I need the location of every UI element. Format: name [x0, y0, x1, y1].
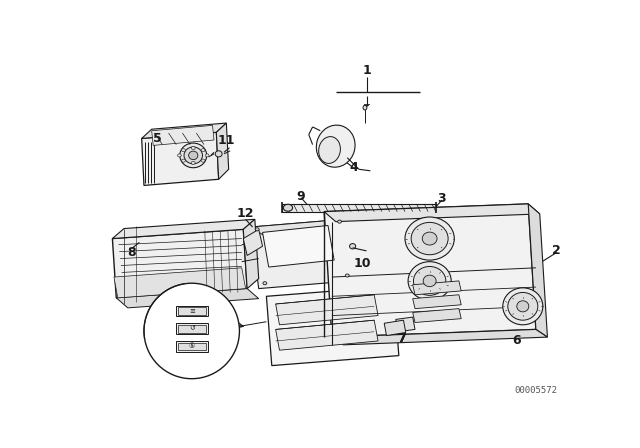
Text: 4: 4 [349, 161, 358, 174]
Polygon shape [262, 225, 334, 267]
Text: 6: 6 [513, 334, 521, 347]
Text: 3: 3 [438, 192, 446, 205]
Polygon shape [116, 289, 259, 308]
Ellipse shape [508, 293, 538, 320]
Ellipse shape [177, 154, 181, 157]
Ellipse shape [189, 151, 198, 159]
Polygon shape [324, 204, 536, 337]
Ellipse shape [503, 288, 543, 325]
Text: ↺: ↺ [189, 326, 195, 332]
Ellipse shape [408, 262, 451, 300]
Ellipse shape [346, 274, 349, 277]
Ellipse shape [215, 151, 222, 157]
Bar [178, 325, 205, 332]
Ellipse shape [255, 228, 259, 231]
Text: 5: 5 [153, 132, 161, 145]
Polygon shape [413, 281, 461, 295]
Polygon shape [251, 220, 355, 235]
Ellipse shape [316, 125, 355, 167]
Polygon shape [332, 329, 547, 345]
Polygon shape [113, 229, 247, 298]
Polygon shape [384, 320, 406, 336]
Ellipse shape [205, 154, 209, 157]
Ellipse shape [405, 217, 454, 260]
Ellipse shape [191, 161, 195, 164]
Bar [175, 323, 208, 334]
Text: 9: 9 [297, 190, 305, 202]
Text: 7: 7 [397, 332, 406, 345]
Ellipse shape [191, 146, 195, 150]
Ellipse shape [201, 159, 205, 162]
Polygon shape [396, 317, 415, 332]
Bar [175, 341, 208, 352]
Text: 12: 12 [237, 207, 254, 220]
Ellipse shape [263, 282, 267, 285]
Polygon shape [276, 320, 378, 350]
Circle shape [144, 283, 239, 379]
Polygon shape [152, 125, 214, 146]
Ellipse shape [319, 137, 340, 164]
Ellipse shape [180, 143, 207, 168]
Ellipse shape [363, 105, 367, 110]
Bar [178, 307, 205, 315]
Bar [175, 306, 208, 316]
Ellipse shape [182, 149, 186, 152]
Polygon shape [324, 204, 540, 222]
Polygon shape [141, 123, 227, 138]
Polygon shape [528, 204, 547, 337]
Polygon shape [251, 220, 351, 289]
Text: 11: 11 [218, 134, 235, 147]
Polygon shape [113, 220, 255, 238]
Polygon shape [216, 123, 228, 179]
Polygon shape [243, 229, 262, 255]
Polygon shape [114, 268, 246, 298]
Text: ⑤: ⑤ [189, 343, 195, 349]
Text: 2: 2 [552, 244, 561, 257]
Polygon shape [141, 132, 219, 185]
Ellipse shape [422, 232, 437, 245]
Text: 1: 1 [362, 64, 371, 77]
Polygon shape [276, 295, 378, 325]
Ellipse shape [284, 204, 292, 211]
Text: 8: 8 [127, 246, 136, 259]
Ellipse shape [413, 267, 446, 295]
Text: 00005572: 00005572 [515, 386, 557, 395]
Text: 10: 10 [354, 258, 371, 271]
Polygon shape [243, 220, 259, 289]
Ellipse shape [349, 244, 356, 249]
Ellipse shape [338, 220, 342, 223]
Ellipse shape [411, 222, 448, 255]
Polygon shape [282, 204, 436, 211]
Bar [178, 343, 205, 350]
Ellipse shape [423, 275, 436, 287]
Ellipse shape [517, 301, 529, 312]
Polygon shape [266, 286, 399, 366]
Text: ≡: ≡ [189, 308, 195, 314]
Text: 7: 7 [397, 332, 406, 345]
Polygon shape [413, 309, 461, 323]
Ellipse shape [184, 147, 202, 164]
Ellipse shape [182, 159, 186, 162]
Polygon shape [413, 295, 461, 309]
Ellipse shape [201, 149, 205, 152]
